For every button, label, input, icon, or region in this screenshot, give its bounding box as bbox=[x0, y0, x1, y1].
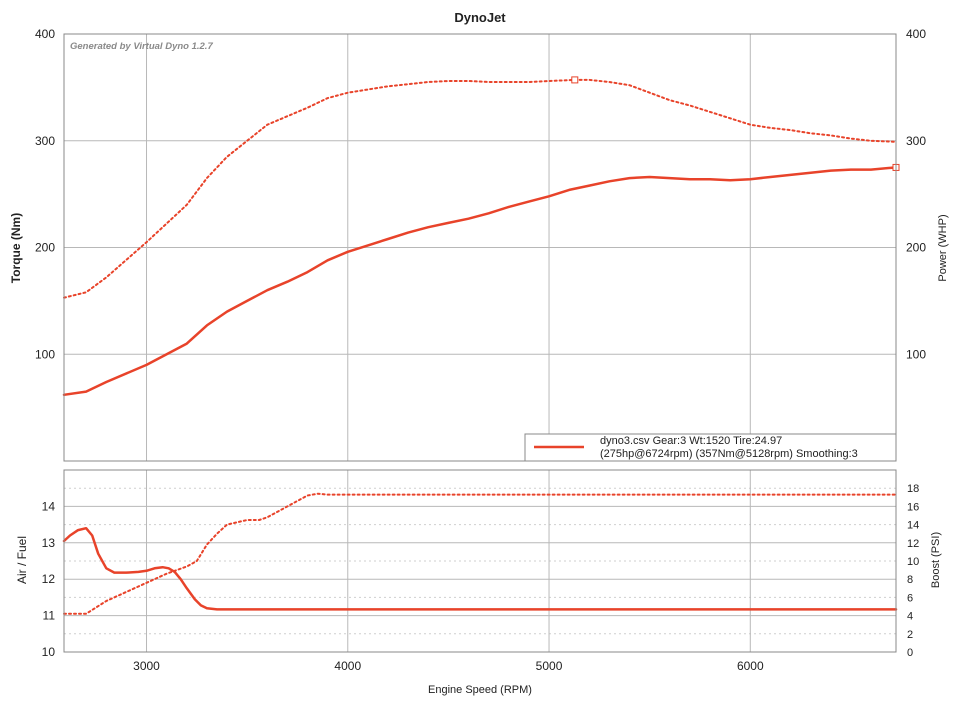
y-tick-label-left: 10 bbox=[42, 645, 56, 659]
top-series bbox=[62, 76, 900, 397]
peak-marker bbox=[571, 76, 579, 84]
legend-line-1: dyno3.csv Gear:3 Wt:1520 Tire:24.97 bbox=[600, 435, 782, 447]
bottom-tick-labels: 10 11 12 13 14 0 2 4 6 8 10 12 14 16 18 3000 4000 5000 600… bbox=[42, 483, 920, 673]
y-tick-label-right: 4 bbox=[907, 611, 913, 623]
boost-axis-label: Boost (PSI) bbox=[930, 532, 942, 588]
y-tick-label-left: 300 bbox=[35, 134, 55, 148]
x-axis-label: Engine Speed (RPM) bbox=[428, 684, 532, 696]
air-fuel-axis-label: Air / Fuel bbox=[15, 536, 29, 584]
torque-curve bbox=[63, 78, 897, 299]
top-tick-labels: 100 200 300 400 100 200 300 400 bbox=[35, 27, 926, 361]
y-tick-label-right: 10 bbox=[907, 556, 919, 568]
y-tick-label-right: 16 bbox=[907, 501, 919, 513]
air-fuel-curve bbox=[62, 526, 898, 611]
y-tick-label-left: 11 bbox=[43, 609, 56, 623]
y-tick-label-right: 100 bbox=[906, 347, 926, 361]
torque-power-panel: 100 200 300 400 100 200 300 400 Generated by Vi… bbox=[9, 27, 949, 462]
torque-axis-label: Torque (Nm) bbox=[9, 213, 23, 283]
y-tick-label-left: 13 bbox=[42, 536, 56, 550]
boost-curve bbox=[63, 492, 897, 615]
y-tick-label-right: 6 bbox=[907, 592, 913, 604]
top-plot-frame bbox=[63, 33, 897, 462]
y-tick-label-right: 12 bbox=[907, 538, 919, 550]
y-tick-label-right: 300 bbox=[906, 134, 926, 148]
y-tick-label-right: 0 bbox=[907, 647, 913, 659]
y-tick-label-left: 14 bbox=[42, 499, 56, 513]
x-tick-label: 3000 bbox=[133, 659, 160, 673]
y-tick-label-left: 400 bbox=[35, 27, 55, 41]
y-tick-label-right: 14 bbox=[907, 520, 919, 532]
y-tick-label-right: 2 bbox=[907, 629, 913, 641]
x-tick-label: 6000 bbox=[737, 659, 764, 673]
y-tick-label-left: 200 bbox=[35, 241, 55, 255]
watermark: Generated by Virtual Dyno 1.2.7 bbox=[70, 41, 213, 52]
bottom-series bbox=[62, 492, 898, 615]
x-tick-label: 5000 bbox=[536, 659, 563, 673]
legend-line-2: (275hp@6724rpm) (357Nm@5128rpm) Smoothin… bbox=[600, 448, 858, 460]
y-tick-label-left: 12 bbox=[42, 572, 56, 586]
legend-box bbox=[524, 433, 897, 462]
y-tick-label-right: 400 bbox=[906, 27, 926, 41]
y-tick-label-right: 18 bbox=[907, 483, 919, 495]
legend: dyno3.csv Gear:3 Wt:1520 Tire:24.97 (275… bbox=[524, 433, 897, 462]
bottom-plot-frame bbox=[63, 469, 897, 653]
x-tick-label: 4000 bbox=[334, 659, 361, 673]
power-axis-label: Power (WHP) bbox=[937, 214, 949, 281]
y-tick-label-left: 100 bbox=[35, 347, 55, 361]
y-tick-label-right: 200 bbox=[906, 241, 926, 255]
y-tick-label-right: 8 bbox=[907, 574, 913, 586]
afr-boost-panel: 10 11 12 13 14 0 2 4 6 8 10 12 14 16 18 3000 4000 5000 600… bbox=[15, 469, 942, 696]
top-grid bbox=[64, 34, 896, 461]
power-curve bbox=[62, 166, 898, 397]
chart-title: DynoJet bbox=[454, 10, 506, 25]
bottom-grid bbox=[64, 470, 896, 652]
